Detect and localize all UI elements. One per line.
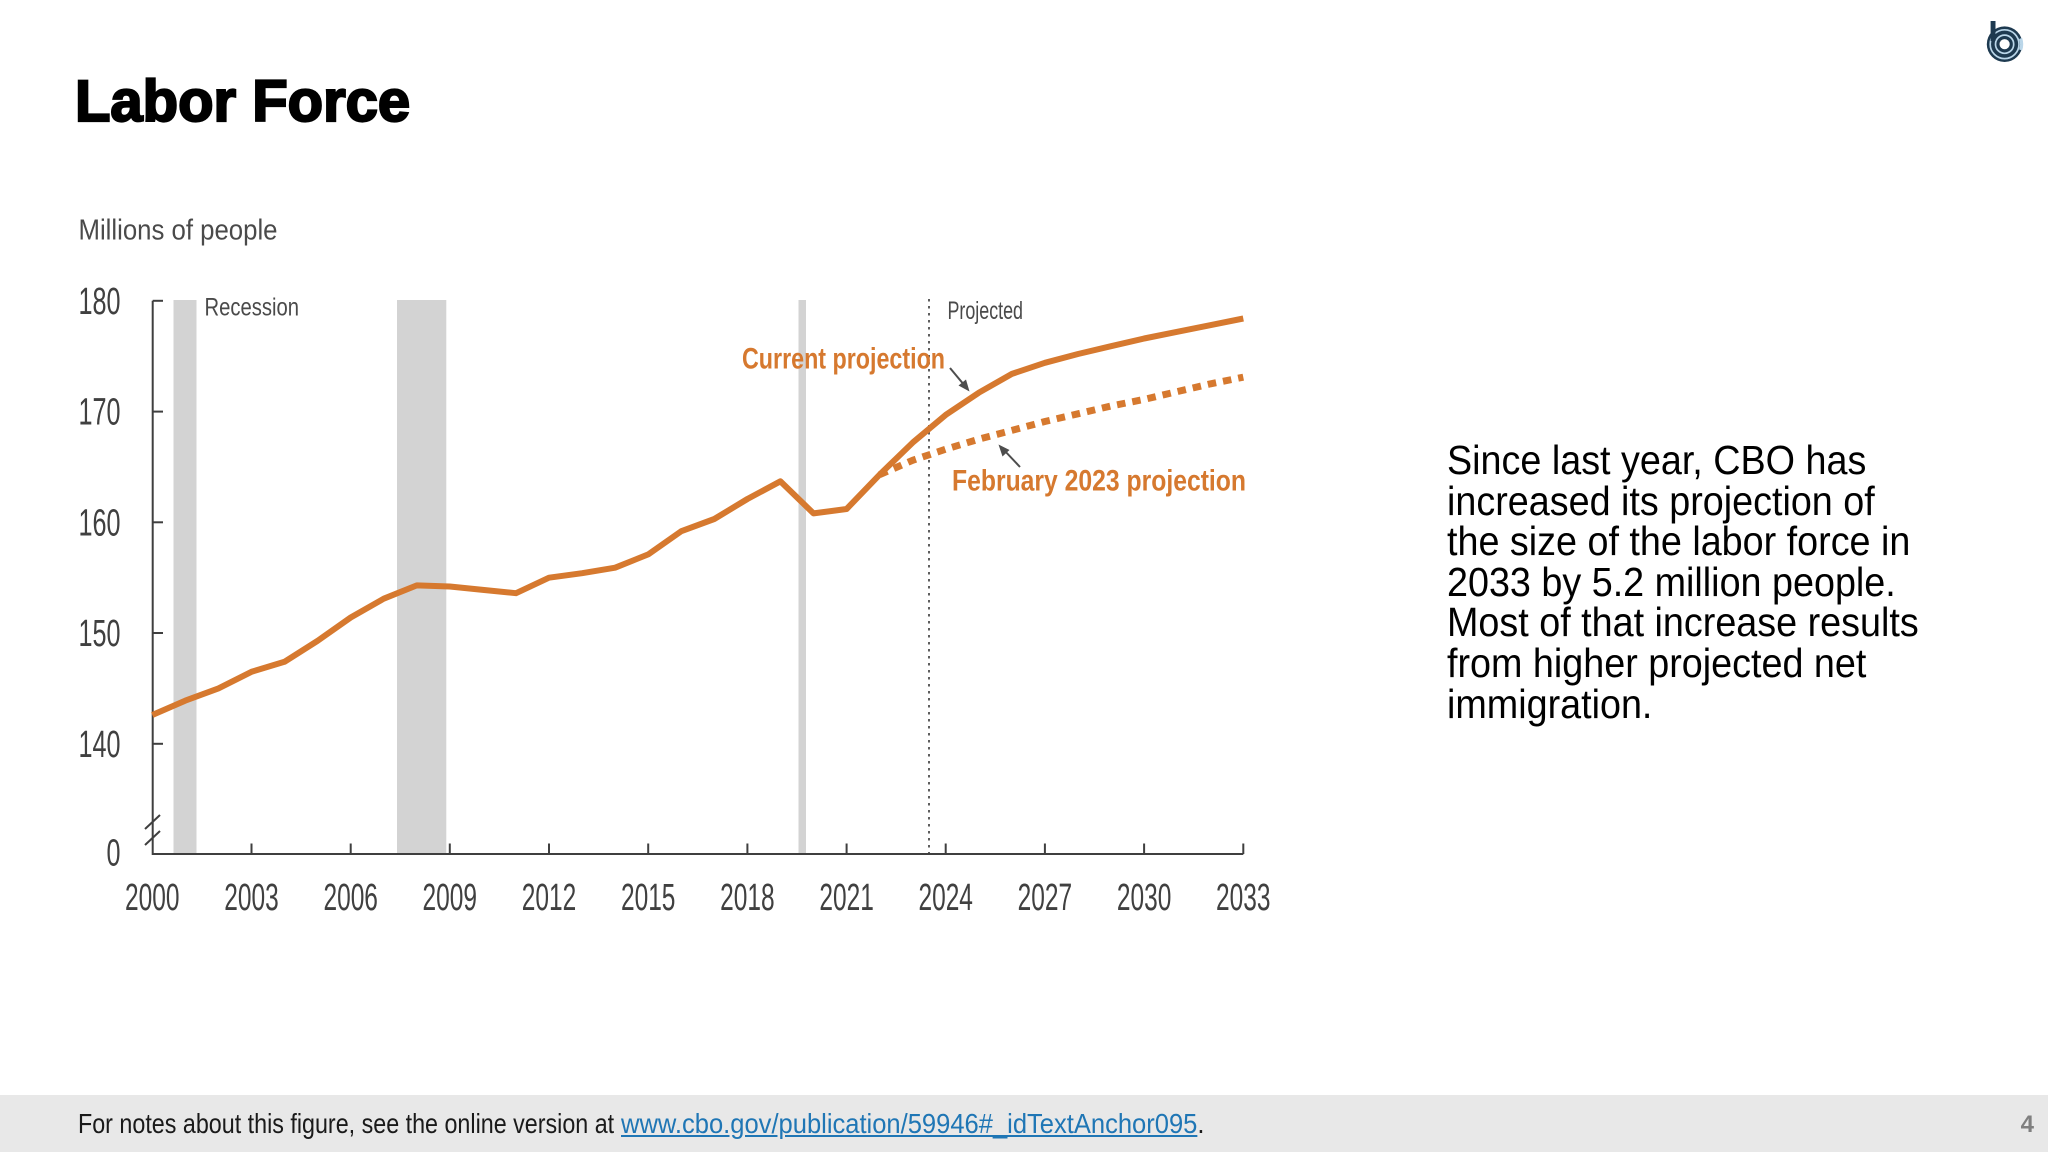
svg-text:140: 140 (79, 724, 121, 766)
svg-text:2000: 2000 (125, 877, 180, 919)
svg-text:2012: 2012 (522, 877, 577, 919)
svg-text:2021: 2021 (819, 877, 874, 919)
svg-text:170: 170 (79, 392, 121, 434)
svg-text:160: 160 (79, 502, 121, 544)
svg-text:2015: 2015 (621, 877, 676, 919)
svg-text:2033: 2033 (1216, 877, 1271, 919)
svg-text:2003: 2003 (224, 877, 279, 919)
svg-text:0: 0 (107, 832, 121, 874)
svg-text:February 2023 projection: February 2023 projection (952, 465, 1246, 498)
svg-text:2018: 2018 (720, 877, 775, 919)
svg-text:Millions of people: Millions of people (79, 215, 278, 247)
svg-text:2030: 2030 (1117, 877, 1172, 919)
svg-text:Recession: Recession (205, 294, 300, 322)
svg-text:2024: 2024 (918, 877, 973, 919)
svg-text:Projected: Projected (948, 297, 1024, 325)
svg-text:2009: 2009 (423, 877, 478, 919)
svg-text:2006: 2006 (323, 877, 378, 919)
svg-text:150: 150 (79, 613, 121, 655)
svg-text:180: 180 (79, 281, 121, 323)
svg-text:Current projection: Current projection (742, 343, 945, 376)
svg-text:2027: 2027 (1018, 877, 1073, 919)
